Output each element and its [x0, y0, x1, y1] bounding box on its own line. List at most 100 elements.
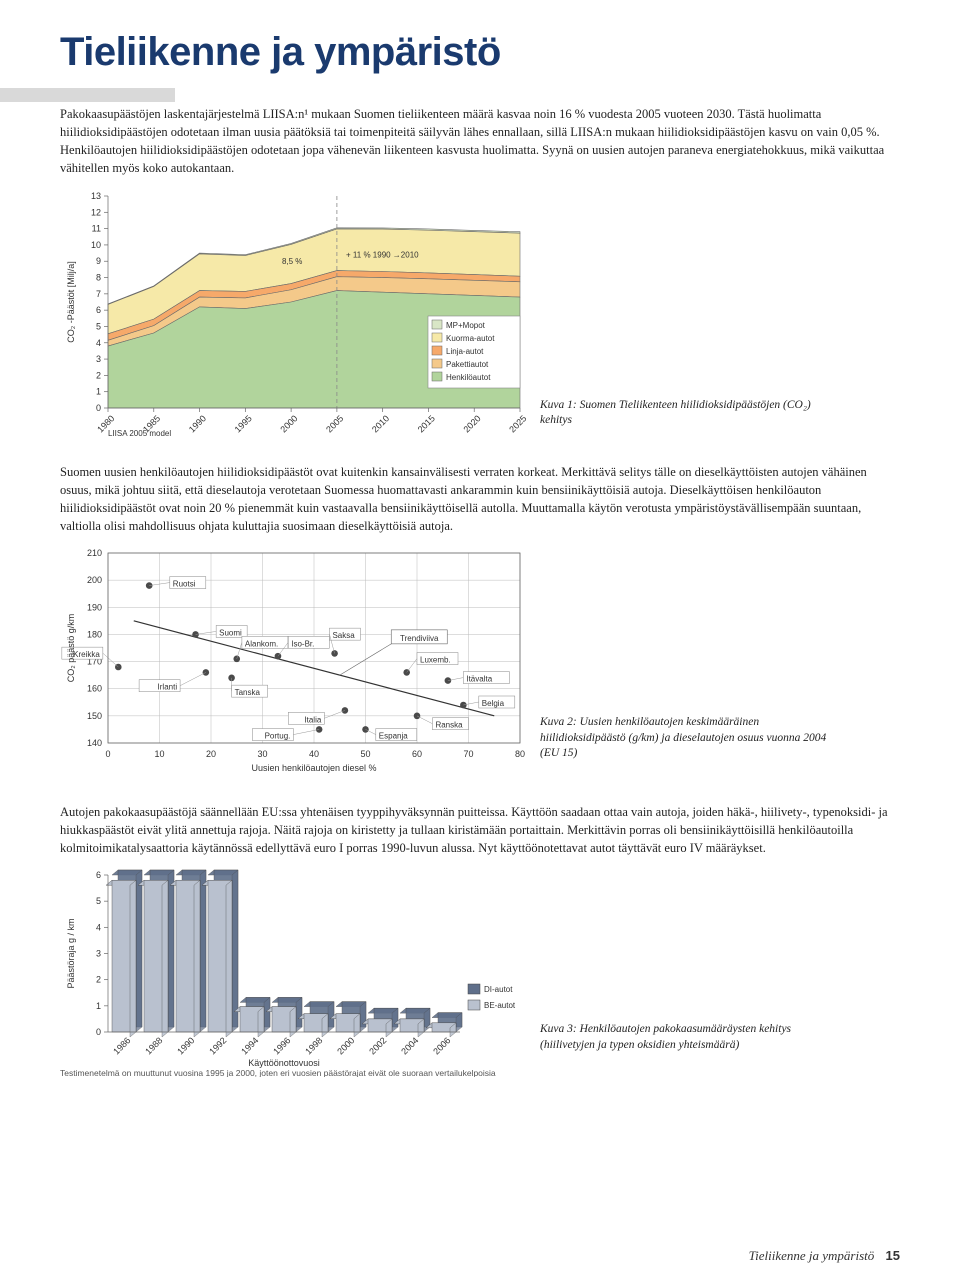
- svg-text:11: 11: [92, 223, 101, 233]
- svg-text:8,5 %: 8,5 %: [282, 257, 302, 266]
- paragraph-3: Autojen pakokaasupäästöjä säännellään EU…: [60, 803, 900, 857]
- svg-text:1994: 1994: [239, 1036, 260, 1057]
- chart1-caption: Kuva 1: Suomen Tieliikenteen hiilidioksi…: [540, 398, 840, 429]
- svg-text:Päästöraja g / km: Päästöraja g / km: [66, 919, 76, 989]
- svg-text:190: 190: [87, 602, 102, 612]
- svg-text:Iso-Br.: Iso-Br.: [291, 639, 314, 648]
- svg-text:BE-autot: BE-autot: [484, 1001, 516, 1010]
- svg-text:10: 10: [91, 239, 101, 249]
- svg-text:0: 0: [105, 749, 110, 759]
- chart1-block: 0123456789101112131980198519901995200020…: [60, 188, 900, 438]
- svg-text:Italia: Italia: [304, 715, 321, 724]
- svg-text:MP+Mopot: MP+Mopot: [446, 321, 486, 330]
- svg-text:2: 2: [96, 975, 101, 985]
- svg-text:Luxemb.: Luxemb.: [420, 656, 451, 665]
- svg-text:Trendiviiva: Trendiviiva: [400, 634, 439, 643]
- svg-text:1992: 1992: [207, 1036, 228, 1057]
- title-underline-bar: [0, 88, 175, 102]
- svg-text:70: 70: [463, 749, 473, 759]
- svg-text:2000: 2000: [335, 1036, 356, 1057]
- svg-text:0: 0: [96, 403, 101, 413]
- page-title: Tieliikenne ja ympäristö: [60, 30, 900, 75]
- svg-text:180: 180: [87, 629, 102, 639]
- svg-text:Henkilöautot: Henkilöautot: [446, 373, 491, 382]
- svg-text:1: 1: [96, 386, 101, 396]
- svg-text:2015: 2015: [416, 413, 437, 434]
- svg-text:40: 40: [309, 749, 319, 759]
- svg-text:Kreikka: Kreikka: [73, 650, 100, 659]
- svg-text:Espanja: Espanja: [379, 732, 408, 741]
- svg-text:Uusien henkilöautojen diesel %: Uusien henkilöautojen diesel %: [251, 763, 376, 773]
- svg-text:1990: 1990: [175, 1036, 196, 1057]
- svg-text:20: 20: [206, 749, 216, 759]
- chart2-block: 1401501601701801902002100102030405060708…: [60, 545, 900, 775]
- paragraph-2: Suomen uusien henkilöautojen hiilidioksi…: [60, 463, 900, 536]
- svg-text:3: 3: [96, 354, 101, 364]
- svg-text:2002: 2002: [367, 1036, 388, 1057]
- svg-text:2010: 2010: [370, 413, 391, 434]
- svg-text:13: 13: [91, 191, 101, 201]
- svg-text:4: 4: [96, 923, 101, 933]
- svg-text:Itävalta: Itävalta: [466, 675, 492, 684]
- svg-text:210: 210: [87, 548, 102, 558]
- svg-text:2000: 2000: [278, 413, 299, 434]
- svg-text:2006: 2006: [431, 1036, 452, 1057]
- svg-text:60: 60: [412, 749, 422, 759]
- svg-text:1: 1: [96, 1001, 101, 1011]
- svg-text:160: 160: [87, 684, 102, 694]
- svg-text:1995: 1995: [233, 413, 254, 434]
- svg-text:1996: 1996: [271, 1036, 292, 1057]
- svg-text:9: 9: [96, 256, 101, 266]
- svg-text:Irlanti: Irlanti: [158, 683, 178, 692]
- svg-text:Linja-autot: Linja-autot: [446, 347, 484, 356]
- svg-text:150: 150: [87, 711, 102, 721]
- svg-text:+ 11 % 1990 →2010: + 11 % 1990 →2010: [346, 250, 419, 259]
- footer-page-number: 15: [886, 1248, 900, 1263]
- svg-text:CO₂ -Päästöt [Milj/a]: CO₂ -Päästöt [Milj/a]: [66, 261, 76, 343]
- svg-text:12: 12: [91, 207, 101, 217]
- svg-text:Alankom.: Alankom.: [245, 639, 278, 648]
- svg-text:1998: 1998: [303, 1036, 324, 1057]
- svg-text:Tanska: Tanska: [235, 688, 261, 697]
- svg-text:Ranska: Ranska: [435, 721, 463, 730]
- svg-text:200: 200: [87, 575, 102, 585]
- footer-section-title: Tieliikenne ja ympäristö: [749, 1248, 875, 1263]
- svg-text:140: 140: [87, 738, 102, 748]
- chart3-svg: 0 1 2 3 4 5 6 1986 1988 1990 1992 1994 1996 1998 2000 2…: [60, 867, 530, 1077]
- svg-text:LIISA 2005 model: LIISA 2005 model: [108, 429, 171, 438]
- svg-text:Ruotsi: Ruotsi: [173, 580, 196, 589]
- svg-text:Belgia: Belgia: [482, 699, 505, 708]
- chart3-block: 0 1 2 3 4 5 6 1986 1988 1990 1992 1994 1996 1998 2000 2…: [60, 867, 900, 1077]
- svg-text:Käyttöönottovuosi: Käyttöönottovuosi: [248, 1058, 320, 1068]
- svg-text:0: 0: [96, 1027, 101, 1037]
- svg-text:8: 8: [96, 272, 101, 282]
- svg-text:1986: 1986: [111, 1036, 132, 1057]
- svg-text:6: 6: [96, 305, 101, 315]
- svg-text:1990: 1990: [187, 413, 208, 434]
- svg-text:Suomi: Suomi: [219, 628, 242, 637]
- svg-text:CO₂ päästö g/km: CO₂ päästö g/km: [66, 614, 76, 683]
- chart2-caption: Kuva 2: Uusien henkilöautojen keskimäärä…: [540, 715, 840, 762]
- svg-text:1988: 1988: [143, 1036, 164, 1057]
- svg-text:50: 50: [360, 749, 370, 759]
- svg-text:2004: 2004: [399, 1036, 420, 1057]
- chart2-svg: 1401501601701801902002100102030405060708…: [60, 545, 530, 775]
- svg-text:7: 7: [96, 288, 101, 298]
- svg-text:5: 5: [96, 897, 101, 907]
- chart1-svg: 0123456789101112131980198519901995200020…: [60, 188, 530, 438]
- svg-text:30: 30: [257, 749, 267, 759]
- svg-text:Saksa: Saksa: [332, 631, 355, 640]
- svg-text:4: 4: [96, 337, 101, 347]
- svg-text:2020: 2020: [461, 413, 482, 434]
- svg-text:Pakettiautot: Pakettiautot: [446, 360, 489, 369]
- intro-paragraph: Pakokaasupäästöjen laskentajärjestelmä L…: [60, 105, 900, 178]
- svg-text:2: 2: [96, 370, 101, 380]
- svg-text:2005: 2005: [324, 413, 345, 434]
- svg-text:6: 6: [96, 870, 101, 880]
- svg-text:Portug.: Portug.: [265, 732, 291, 741]
- svg-text:DI-autot: DI-autot: [484, 985, 513, 994]
- svg-text:5: 5: [96, 321, 101, 331]
- svg-text:10: 10: [154, 749, 164, 759]
- svg-text:80: 80: [515, 749, 525, 759]
- svg-text:3: 3: [96, 949, 101, 959]
